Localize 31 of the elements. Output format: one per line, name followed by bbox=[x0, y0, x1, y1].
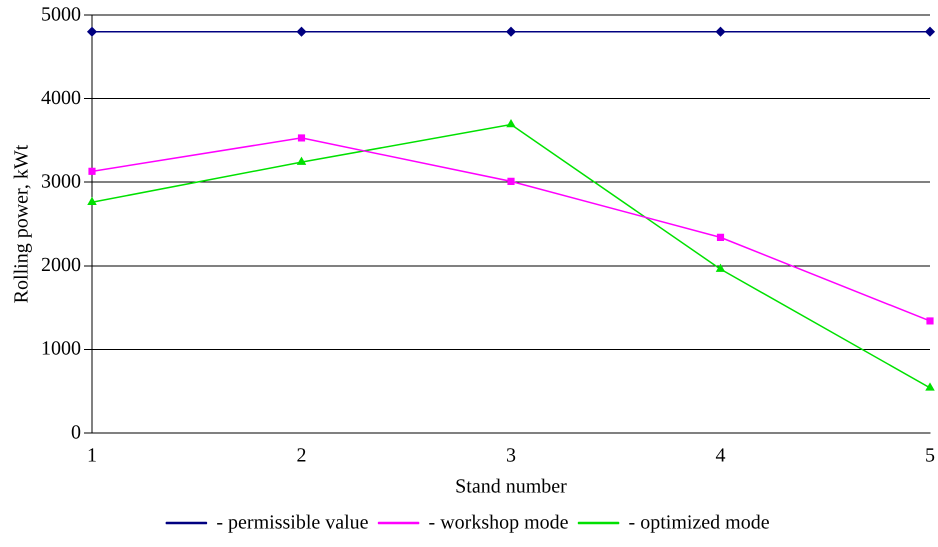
point bbox=[716, 264, 725, 272]
legend-label: - workshop mode bbox=[428, 511, 569, 534]
point bbox=[298, 134, 306, 142]
x-tick-label: 4 bbox=[716, 444, 726, 466]
x-tick-label: 5 bbox=[925, 444, 935, 466]
point bbox=[507, 178, 515, 185]
y-tick-label: 4000 bbox=[41, 86, 81, 109]
point bbox=[716, 234, 724, 241]
x-tick-label: 2 bbox=[296, 444, 306, 466]
x-tick-label: 3 bbox=[506, 444, 516, 466]
point bbox=[925, 26, 935, 36]
y-tick-label: 2000 bbox=[41, 254, 81, 276]
y-tick-label: 1000 bbox=[41, 338, 81, 360]
point bbox=[716, 26, 726, 36]
point bbox=[926, 317, 934, 325]
point bbox=[297, 157, 306, 165]
y-tick-label: 0 bbox=[71, 421, 81, 444]
point bbox=[506, 120, 516, 128]
point bbox=[87, 26, 97, 36]
point bbox=[926, 383, 934, 391]
point bbox=[296, 26, 306, 36]
y-axis-title: Rolling power, kWt bbox=[10, 144, 32, 304]
x-tick-label: 1 bbox=[87, 444, 97, 466]
point bbox=[506, 26, 516, 36]
point bbox=[88, 168, 96, 175]
legend-label: - optimized mode bbox=[628, 511, 770, 534]
y-tick-label: 3000 bbox=[41, 170, 81, 192]
legend-label: - permissible value bbox=[216, 511, 369, 534]
y-tick-label: 5000 bbox=[41, 3, 81, 26]
x-axis-title: Stand number bbox=[455, 475, 568, 498]
point bbox=[88, 198, 96, 206]
